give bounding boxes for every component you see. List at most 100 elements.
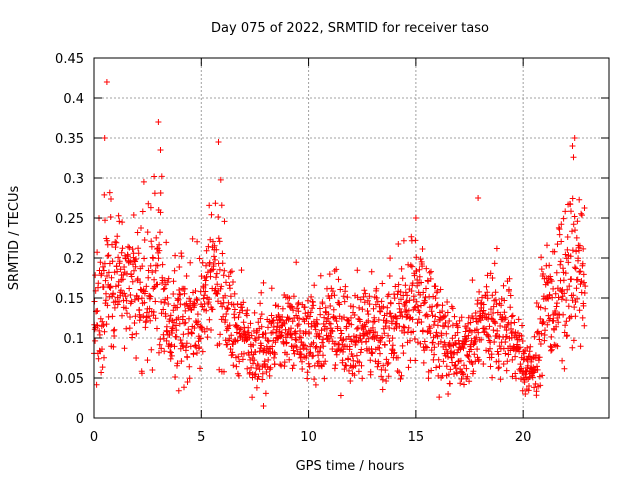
data-point (177, 291, 184, 298)
data-point (131, 320, 138, 326)
data-point (563, 318, 570, 325)
data-point (199, 259, 206, 266)
data-point (156, 349, 162, 356)
data-point (521, 379, 528, 385)
data-point (452, 340, 458, 346)
data-point (475, 195, 482, 201)
data-point (123, 325, 130, 332)
x-axis-label: GPS time / hours (296, 459, 405, 474)
data-point (145, 200, 152, 207)
data-point (151, 190, 158, 197)
data-point (469, 277, 476, 284)
data-point (182, 307, 189, 314)
data-point (580, 271, 587, 278)
data-point (201, 328, 208, 335)
data-point (448, 348, 455, 355)
data-point (493, 301, 500, 308)
data-point (444, 309, 451, 316)
data-point (576, 196, 583, 203)
data-point (148, 238, 155, 245)
data-point (228, 332, 235, 339)
data-point (492, 320, 499, 327)
data-point (271, 361, 278, 368)
data-point (157, 147, 164, 153)
data-point (103, 79, 110, 85)
data-point (570, 337, 577, 344)
data-point (573, 285, 580, 292)
data-point (559, 357, 566, 364)
data-point (226, 322, 233, 329)
data-point (564, 332, 571, 339)
data-point (454, 349, 461, 356)
data-point (308, 293, 315, 300)
data-point (377, 308, 384, 315)
data-point (482, 310, 488, 317)
data-point (161, 348, 168, 355)
data-point (407, 262, 414, 269)
data-point (258, 323, 265, 330)
data-point (555, 319, 562, 326)
data-point (475, 329, 482, 336)
data-point (311, 282, 318, 289)
data-point (143, 283, 150, 290)
data-point (251, 309, 258, 316)
data-point (350, 303, 357, 310)
data-point (517, 361, 524, 368)
data-point (366, 293, 373, 300)
data-point (173, 327, 180, 334)
data-point (178, 253, 185, 260)
data-point (220, 272, 227, 279)
data-point (579, 260, 586, 267)
data-point (423, 265, 430, 272)
data-point (129, 278, 136, 285)
data-point (100, 284, 107, 291)
data-point (414, 320, 421, 326)
data-point (163, 337, 170, 344)
data-point (568, 208, 574, 215)
data-point (380, 362, 387, 369)
data-point (172, 252, 179, 259)
data-point (516, 336, 522, 343)
data-point (580, 245, 587, 252)
data-point (400, 237, 407, 244)
data-point (156, 241, 163, 248)
data-point (281, 320, 288, 327)
data-point (524, 362, 531, 369)
data-point (279, 305, 286, 312)
data-point (259, 370, 266, 377)
data-point (114, 233, 121, 240)
data-point (94, 249, 101, 256)
data-point (292, 330, 299, 337)
data-point (399, 275, 406, 282)
data-point (107, 214, 114, 220)
data-point (544, 242, 550, 249)
data-point (117, 266, 124, 273)
data-point (139, 263, 146, 270)
data-point (172, 374, 179, 380)
data-point (331, 292, 338, 299)
data-point (103, 290, 109, 297)
data-point (492, 289, 499, 296)
data-point (454, 329, 461, 336)
data-point (189, 235, 196, 242)
data-point (187, 298, 194, 305)
data-point (203, 247, 210, 254)
data-point (332, 315, 339, 322)
data-point (284, 351, 290, 358)
data-point (233, 363, 240, 370)
data-point (125, 253, 131, 260)
data-point (294, 305, 300, 312)
data-point (204, 325, 210, 332)
data-point (123, 305, 129, 312)
data-point (433, 364, 440, 371)
data-point (509, 356, 516, 363)
data-point (417, 340, 424, 347)
data-point (289, 303, 296, 310)
data-point (321, 314, 328, 321)
data-point (395, 354, 401, 361)
data-point (194, 311, 201, 318)
data-point (440, 358, 447, 365)
data-point (458, 314, 465, 321)
data-point (418, 319, 425, 325)
data-point (235, 372, 242, 379)
